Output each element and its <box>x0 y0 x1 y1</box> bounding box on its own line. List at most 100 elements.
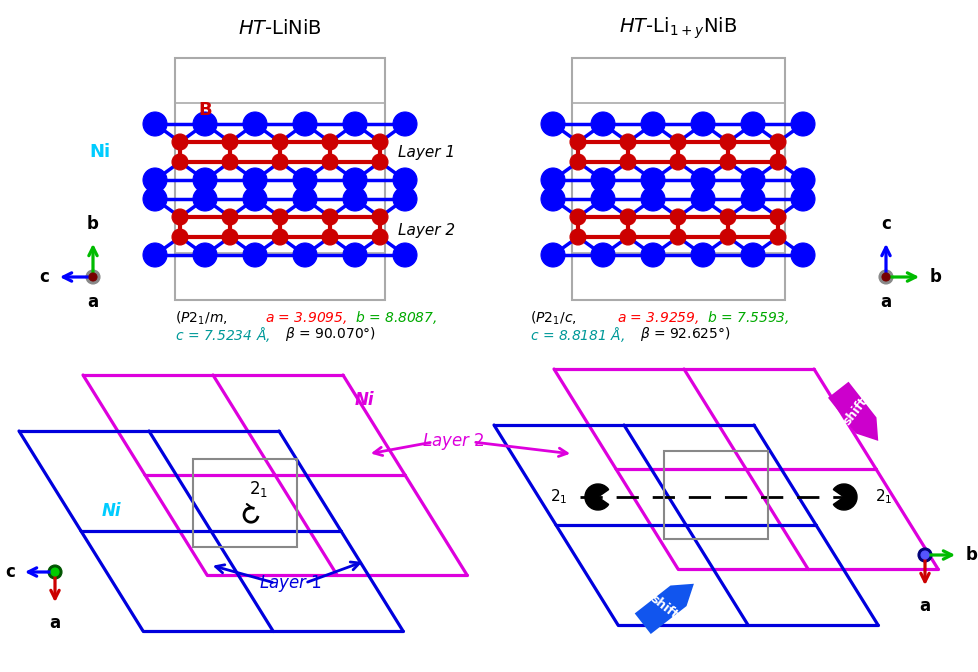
Text: $\it{HT}$-LiNiB: $\it{HT}$-LiNiB <box>238 19 322 38</box>
Circle shape <box>690 168 714 192</box>
Circle shape <box>89 273 97 281</box>
Text: $c$ = 7.5234 Å,: $c$ = 7.5234 Å, <box>175 325 270 343</box>
Circle shape <box>172 134 188 150</box>
Text: $b$ = 8.8087,: $b$ = 8.8087, <box>355 310 437 327</box>
Circle shape <box>243 112 267 136</box>
Text: a: a <box>918 597 930 615</box>
Circle shape <box>392 112 417 136</box>
Polygon shape <box>828 383 876 439</box>
Text: b: b <box>965 546 977 564</box>
Circle shape <box>272 209 288 225</box>
Circle shape <box>51 568 59 576</box>
Circle shape <box>569 209 586 225</box>
Wedge shape <box>832 484 856 510</box>
Circle shape <box>322 134 337 150</box>
Circle shape <box>569 154 586 170</box>
Circle shape <box>48 565 62 579</box>
Circle shape <box>292 243 317 267</box>
Circle shape <box>770 154 785 170</box>
Text: $c$ = 8.8181 Å,: $c$ = 8.8181 Å, <box>529 325 624 343</box>
Text: $b$ = 7.5593,: $b$ = 7.5593, <box>706 310 788 327</box>
Text: $a$ = 3.9259,: $a$ = 3.9259, <box>616 310 698 326</box>
Circle shape <box>740 187 764 211</box>
Circle shape <box>372 134 387 150</box>
Circle shape <box>193 112 217 136</box>
Circle shape <box>790 168 814 192</box>
Circle shape <box>619 229 636 245</box>
Text: Layer 1: Layer 1 <box>398 144 455 159</box>
Circle shape <box>591 243 614 267</box>
Text: c: c <box>5 563 15 581</box>
Text: Ni: Ni <box>102 502 121 520</box>
Text: $2_1$: $2_1$ <box>248 479 268 499</box>
Circle shape <box>690 187 714 211</box>
Text: $\it{Layer\ 2}$: $\it{Layer\ 2}$ <box>422 431 484 452</box>
Text: Ni: Ni <box>355 391 375 409</box>
Circle shape <box>172 229 188 245</box>
Text: c: c <box>880 215 890 233</box>
Text: $\it{HT}$-Li$_{1+y}$NiB: $\it{HT}$-Li$_{1+y}$NiB <box>618 15 736 41</box>
Circle shape <box>669 134 686 150</box>
Bar <box>193 459 296 547</box>
Text: $2_1$: $2_1$ <box>874 488 892 506</box>
Circle shape <box>322 209 337 225</box>
Text: Layer 2: Layer 2 <box>398 222 455 237</box>
Circle shape <box>143 187 167 211</box>
Circle shape <box>690 112 714 136</box>
Circle shape <box>669 209 686 225</box>
Circle shape <box>143 243 167 267</box>
Text: B: B <box>198 101 211 119</box>
Circle shape <box>569 229 586 245</box>
Text: $\beta$ = 92.625°): $\beta$ = 92.625°) <box>640 325 730 343</box>
Circle shape <box>669 229 686 245</box>
Circle shape <box>342 112 367 136</box>
Circle shape <box>790 187 814 211</box>
Circle shape <box>917 548 931 562</box>
Circle shape <box>619 209 636 225</box>
Text: a: a <box>87 293 99 311</box>
Bar <box>175 58 384 300</box>
Circle shape <box>878 270 892 284</box>
Circle shape <box>740 243 764 267</box>
Circle shape <box>372 209 387 225</box>
Circle shape <box>193 187 217 211</box>
Text: shift: shift <box>646 592 680 622</box>
Circle shape <box>272 134 288 150</box>
Circle shape <box>172 209 188 225</box>
Circle shape <box>222 154 238 170</box>
Circle shape <box>591 168 614 192</box>
Text: Ni: Ni <box>89 143 111 161</box>
Circle shape <box>719 229 735 245</box>
Text: a: a <box>49 614 61 632</box>
Circle shape <box>881 273 889 281</box>
Circle shape <box>322 229 337 245</box>
Circle shape <box>342 187 367 211</box>
Circle shape <box>719 134 735 150</box>
Circle shape <box>292 168 317 192</box>
Circle shape <box>641 243 664 267</box>
Circle shape <box>719 154 735 170</box>
Circle shape <box>541 187 564 211</box>
Circle shape <box>669 154 686 170</box>
Circle shape <box>770 134 785 150</box>
Bar <box>663 451 767 539</box>
Circle shape <box>342 243 367 267</box>
Circle shape <box>86 270 100 284</box>
Circle shape <box>143 112 167 136</box>
Text: shift: shift <box>839 394 868 427</box>
Circle shape <box>143 168 167 192</box>
Circle shape <box>372 229 387 245</box>
Circle shape <box>372 154 387 170</box>
Circle shape <box>272 229 288 245</box>
Circle shape <box>569 134 586 150</box>
Circle shape <box>193 168 217 192</box>
Circle shape <box>770 209 785 225</box>
Circle shape <box>243 243 267 267</box>
Circle shape <box>790 112 814 136</box>
Circle shape <box>292 112 317 136</box>
Text: c: c <box>39 268 49 286</box>
Bar <box>571 58 784 300</box>
Text: $a$ = 3.9095,: $a$ = 3.9095, <box>265 310 347 326</box>
Text: ($P$2$_1$/$c$,: ($P$2$_1$/$c$, <box>529 309 576 327</box>
Circle shape <box>243 168 267 192</box>
